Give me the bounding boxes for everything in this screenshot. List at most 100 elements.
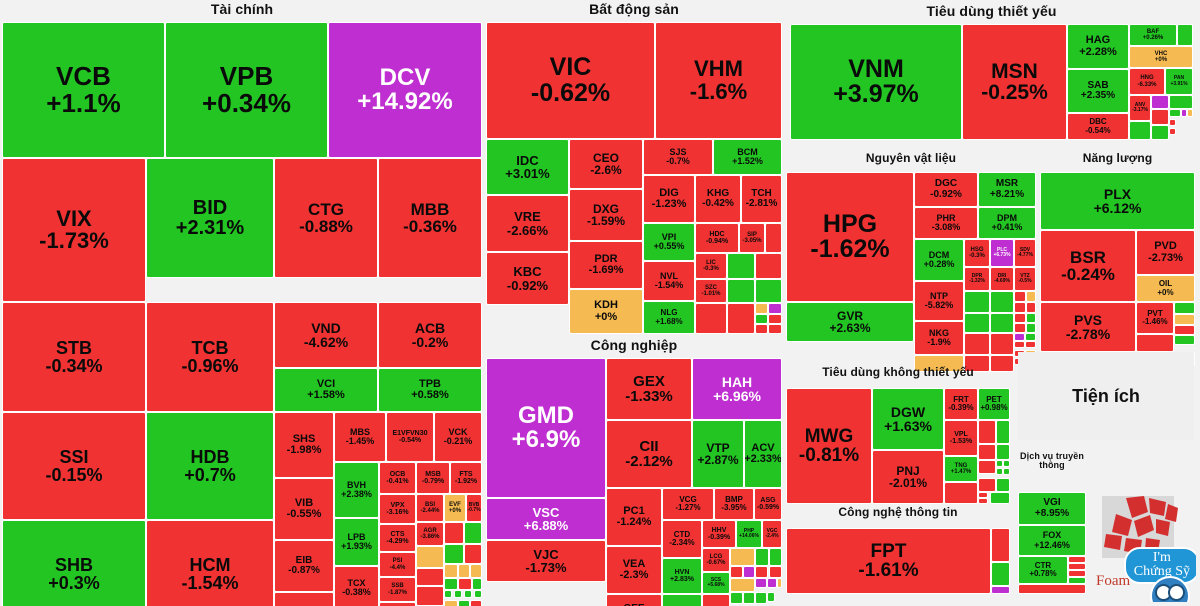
tile-small[interactable] — [964, 291, 990, 313]
tile-SHS[interactable]: SHS -1.98% — [274, 412, 334, 478]
tile-small[interactable] — [755, 592, 767, 604]
tile-small[interactable] — [727, 279, 755, 303]
tile-small[interactable] — [990, 313, 1014, 333]
tile-GEE[interactable]: GEE-5.68% — [606, 594, 662, 606]
tile-HDB[interactable]: HDB +0.7% — [146, 412, 274, 520]
tile-E1VFVN30[interactable]: E1VFVN30 -0.54% — [386, 412, 434, 462]
tile-small[interactable] — [991, 528, 1010, 562]
tile-small[interactable] — [727, 253, 755, 279]
tile-KBC[interactable]: KBC -0.92% — [486, 252, 569, 305]
tile-PAN[interactable]: PAN +3.91% — [1165, 68, 1193, 95]
tile-DCM[interactable]: DCM +0.28% — [914, 239, 964, 281]
tile-VIC[interactable]: VIC -0.62% — [486, 22, 655, 139]
tile-STB[interactable]: STB -0.34% — [2, 302, 146, 412]
tile-small[interactable] — [755, 253, 782, 279]
tile-FRT[interactable]: FRT -0.39% — [944, 388, 978, 420]
tile-MWG[interactable]: MWG -0.81% — [786, 388, 872, 504]
tile-small[interactable] — [1026, 302, 1036, 313]
tile-MBB[interactable]: MBB -0.36% — [378, 158, 482, 278]
tile-PNJ[interactable]: PNJ -2.01% — [872, 450, 944, 504]
tile-TNG[interactable]: TNG +1.47% — [944, 456, 978, 482]
tile-DPG[interactable]: DPG+1.18% — [662, 594, 702, 606]
tile-small[interactable] — [1169, 95, 1193, 109]
tile-HVN[interactable]: HVN +2.83% — [662, 558, 702, 594]
tile-EIB[interactable]: EIB -0.87% — [274, 540, 334, 592]
tile-HPG[interactable]: HPG -1.62% — [786, 172, 914, 302]
tile-small[interactable] — [755, 279, 782, 303]
tile-FTS[interactable]: FTS -1.92% — [450, 462, 482, 494]
tile-small[interactable] — [702, 594, 730, 606]
tile-PLX[interactable]: PLX +6.12% — [1040, 172, 1195, 230]
tile-small[interactable] — [464, 544, 482, 564]
tile-small[interactable] — [444, 522, 464, 544]
tile-DPM[interactable]: DPM +0.41% — [978, 207, 1036, 239]
tile-NLG[interactable]: NLG +1.68% — [643, 301, 695, 334]
tile-MSR[interactable]: MSR +8.21% — [978, 172, 1036, 207]
tile-small[interactable] — [978, 478, 996, 492]
tile-small[interactable] — [990, 333, 1014, 355]
tile-ANV[interactable]: ANV -3.17% — [1129, 95, 1151, 121]
tile-small[interactable] — [755, 578, 767, 588]
tile-VPI[interactable]: VPI +0.55% — [643, 223, 695, 261]
tile-PC1[interactable]: PC1 -1.24% — [606, 488, 662, 546]
tile-GVR[interactable]: GVR +2.63% — [786, 302, 914, 342]
tile-MBS[interactable]: MBS -1.45% — [334, 412, 386, 462]
tile-small[interactable] — [379, 602, 416, 606]
tile-TCH[interactable]: TCH -2.81% — [741, 175, 782, 223]
tile-small[interactable] — [1177, 24, 1193, 46]
tile-PVT[interactable]: PVT -1.46% — [1136, 302, 1174, 334]
tile-small[interactable] — [990, 355, 1014, 372]
tile-small[interactable] — [727, 303, 755, 334]
tile-small[interactable] — [274, 592, 334, 606]
tile-small[interactable] — [470, 600, 482, 606]
tile-small[interactable] — [964, 313, 990, 333]
tile-small[interactable] — [695, 303, 727, 334]
tile-small[interactable] — [444, 590, 452, 598]
tile-small[interactable] — [1174, 325, 1195, 335]
tile-BVH[interactable]: BVH +2.38% — [334, 462, 379, 518]
tile-SAB[interactable]: SAB +2.35% — [1067, 69, 1129, 113]
tile-small[interactable] — [944, 482, 978, 504]
tile-small[interactable] — [996, 478, 1010, 492]
tile-HSG[interactable]: HSG -0.3% — [964, 239, 990, 267]
tile-small[interactable] — [1129, 121, 1151, 140]
tile-VIX[interactable]: VIX -1.73% — [2, 158, 146, 302]
tile-SJS[interactable]: SJS -0.7% — [643, 139, 713, 175]
tile-small[interactable] — [1014, 302, 1026, 313]
tile-LPB[interactable]: LPB +1.93% — [334, 518, 379, 566]
tile-AGR[interactable]: AGR -3.86% — [416, 522, 444, 546]
tile-small[interactable] — [914, 355, 964, 372]
tile-small[interactable] — [1169, 128, 1176, 135]
tile-small[interactable] — [1068, 556, 1086, 563]
tile-small[interactable] — [768, 324, 782, 334]
tile-small[interactable] — [1014, 313, 1026, 323]
tile-small[interactable] — [755, 548, 769, 566]
tile-MSN[interactable]: MSN -0.25% — [962, 24, 1067, 140]
tile-SSI[interactable]: SSI -0.15% — [2, 412, 146, 520]
tile-BMP[interactable]: BMP -3.95% — [714, 488, 754, 520]
tile-small[interactable] — [991, 562, 1010, 586]
tile-PSI[interactable]: PSI -4.4% — [379, 552, 416, 577]
tile-small[interactable] — [1025, 333, 1036, 341]
tile-VCG[interactable]: VCG -1.27% — [662, 488, 714, 520]
tile-small[interactable] — [1018, 584, 1086, 594]
tile-NTP[interactable]: NTP -5.82% — [914, 281, 964, 321]
tile-GEX[interactable]: GEX -1.33% — [606, 358, 692, 420]
tile-BCM[interactable]: BCM +1.52% — [713, 139, 782, 175]
tile-SDV[interactable]: SDV -4.77% — [1014, 239, 1036, 267]
tile-small[interactable] — [454, 590, 462, 598]
tile-KHG[interactable]: KHG -0.42% — [695, 175, 741, 223]
tile-PLC[interactable]: PLC +6.73% — [990, 239, 1014, 267]
tile-VCK[interactable]: VCK -0.21% — [434, 412, 482, 462]
tile-SIP[interactable]: SIP -3.05% — [739, 223, 765, 253]
tile-small[interactable] — [444, 600, 458, 606]
tile-small[interactable] — [755, 314, 768, 324]
tile-IDC[interactable]: IDC +3.01% — [486, 139, 569, 195]
tile-BID[interactable]: BID +2.31% — [146, 158, 274, 278]
tile-VPX[interactable]: VPX -3.16% — [379, 494, 416, 524]
tile-VGI[interactable]: VGI +8.95% — [1018, 492, 1086, 525]
tile-small[interactable] — [978, 498, 988, 504]
tile-small[interactable] — [991, 586, 1010, 594]
tile-small[interactable] — [996, 444, 1010, 460]
tile-small[interactable] — [1068, 563, 1086, 570]
